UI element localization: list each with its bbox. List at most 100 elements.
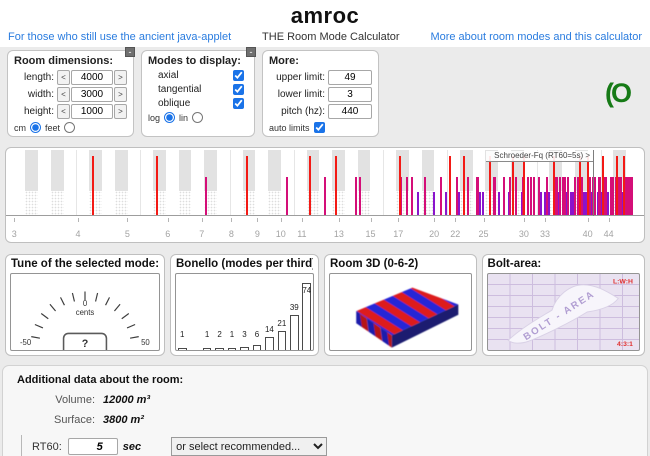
mode-line-tangential[interactable] (630, 176, 633, 215)
mode-line-tangential[interactable] (405, 176, 408, 215)
mode-line-oblique[interactable] (481, 191, 484, 215)
mode-line-axial[interactable] (512, 155, 515, 215)
tangential-checkbox[interactable] (233, 84, 244, 95)
mode-line-tangential[interactable] (439, 176, 442, 215)
mode-line-tangential[interactable] (573, 176, 576, 215)
mode-line-axial[interactable] (601, 155, 604, 215)
mode-line-tangential[interactable] (603, 176, 606, 215)
mode-line-tangential[interactable] (466, 176, 469, 215)
mode-line-axial[interactable] (586, 155, 589, 215)
mode-line-tangential[interactable] (624, 176, 627, 215)
mode-line-tangential[interactable] (581, 176, 584, 215)
mode-line-oblique[interactable] (457, 191, 460, 215)
mode-line-axial[interactable] (156, 155, 158, 215)
mode-line-oblique[interactable] (584, 191, 587, 215)
mode-line-tangential[interactable] (564, 176, 567, 215)
mode-line-oblique[interactable] (565, 191, 568, 215)
mode-line-tangential[interactable] (577, 176, 580, 215)
mode-line-tangential[interactable] (629, 176, 632, 215)
mode-line-axial[interactable] (578, 155, 581, 215)
mode-line-tangential[interactable] (611, 176, 614, 215)
mode-line-tangential[interactable] (494, 176, 497, 215)
java-applet-link[interactable]: For those who still use the ancient java… (8, 31, 232, 43)
mode-line-tangential[interactable] (503, 176, 506, 215)
mode-line-oblique[interactable] (548, 191, 551, 215)
mode-line-oblique[interactable] (498, 191, 501, 215)
mode-line-axial[interactable] (335, 155, 338, 215)
axial-checkbox[interactable] (233, 70, 244, 81)
mode-line-oblique[interactable] (569, 191, 572, 215)
mode-line-oblique[interactable] (557, 191, 560, 215)
mode-line-tangential[interactable] (627, 176, 630, 215)
minimize-icon[interactable]: - (125, 47, 135, 57)
mode-line-axial[interactable] (309, 155, 312, 215)
mode-line-oblique[interactable] (433, 191, 436, 215)
mode-line-axial[interactable] (623, 155, 626, 215)
mode-line-axial[interactable] (523, 155, 526, 215)
feet-radio[interactable] (64, 122, 76, 133)
mode-line-oblique[interactable] (582, 191, 585, 215)
height-increase-button[interactable]: > (114, 104, 127, 119)
mode-line-tangential[interactable] (594, 176, 597, 215)
mode-line-tangential[interactable] (554, 176, 557, 215)
mode-line-tangential[interactable] (456, 176, 459, 215)
length-increase-button[interactable]: > (114, 70, 127, 85)
mode-line-tangential[interactable] (587, 176, 590, 215)
length-decrease-button[interactable]: < (57, 70, 70, 85)
about-link[interactable]: More about room modes and this calculato… (430, 31, 642, 43)
mode-line-axial[interactable] (552, 155, 555, 215)
width-decrease-button[interactable]: < (57, 87, 70, 102)
mode-line-axial[interactable] (245, 155, 248, 215)
rt60-recommended-select[interactable]: or select recommended... (171, 437, 328, 456)
mode-line-tangential[interactable] (477, 176, 480, 215)
mode-line-axial[interactable] (616, 155, 619, 215)
width-input[interactable] (71, 87, 113, 102)
mode-line-tangential[interactable] (618, 176, 621, 215)
oblique-checkbox[interactable] (233, 98, 244, 109)
mode-line-axial[interactable] (488, 155, 491, 215)
mode-line-oblique[interactable] (600, 191, 603, 215)
mode-line-tangential[interactable] (355, 176, 358, 215)
mode-line-tangential[interactable] (526, 176, 529, 215)
mode-line-axial[interactable] (462, 155, 465, 215)
height-input[interactable] (71, 104, 113, 119)
pitch-input[interactable] (328, 104, 372, 119)
width-increase-button[interactable]: > (114, 87, 127, 102)
cm-radio[interactable] (30, 122, 41, 133)
mode-line-tangential[interactable] (323, 176, 326, 215)
lin-radio[interactable] (192, 112, 204, 123)
length-input[interactable] (71, 70, 113, 85)
mode-line-axial[interactable] (448, 155, 451, 215)
mode-line-oblique[interactable] (579, 191, 582, 215)
mode-line-tangential[interactable] (423, 176, 426, 215)
lower-limit-input[interactable] (328, 87, 372, 102)
mode-line-tangential[interactable] (286, 176, 289, 215)
mode-line-tangential[interactable] (532, 176, 535, 215)
mode-line-tangential[interactable] (559, 176, 562, 215)
mode-line-tangential[interactable] (620, 176, 623, 215)
mode-line-oblique[interactable] (539, 191, 542, 215)
minimize-icon[interactable]: - (246, 47, 256, 57)
mode-line-tangential[interactable] (410, 176, 413, 215)
upper-limit-input[interactable] (328, 70, 372, 85)
log-radio[interactable] (164, 112, 176, 123)
mode-line-oblique[interactable] (572, 191, 575, 215)
mode-line-axial[interactable] (399, 155, 402, 215)
mode-line-tangential[interactable] (521, 176, 524, 215)
mode-line-tangential[interactable] (546, 176, 549, 215)
rt60-input[interactable] (67, 438, 118, 455)
mode-line-tangential[interactable] (205, 176, 208, 215)
mode-line-oblique[interactable] (543, 191, 546, 215)
mode-line-oblique[interactable] (479, 191, 482, 215)
mode-line-tangential[interactable] (593, 176, 596, 215)
mode-line-tangential[interactable] (597, 176, 600, 215)
mode-line-tangential[interactable] (358, 176, 361, 215)
mode-line-tangential[interactable] (610, 176, 613, 215)
mode-line-tangential[interactable] (538, 176, 540, 215)
mode-line-tangential[interactable] (591, 176, 594, 215)
mode-line-tangential[interactable] (555, 176, 558, 215)
mode-line-oblique[interactable] (416, 191, 419, 215)
mode-line-tangential[interactable] (598, 176, 601, 215)
auto-limits-checkbox[interactable] (313, 122, 325, 133)
mode-line-tangential[interactable] (561, 176, 564, 215)
